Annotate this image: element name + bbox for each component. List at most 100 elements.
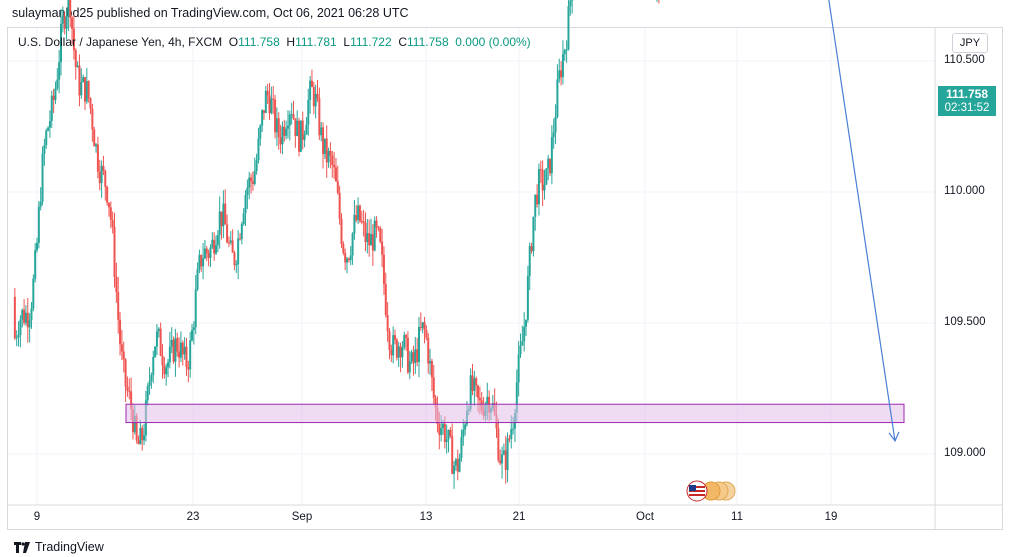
candle-body xyxy=(100,165,103,184)
candle-body xyxy=(23,309,26,323)
y-tick-label: 110.500 xyxy=(944,54,985,66)
candle-body xyxy=(111,219,114,227)
candle-body xyxy=(143,435,146,441)
candle-body xyxy=(390,349,393,356)
candle-body xyxy=(567,6,570,50)
candle-body xyxy=(429,360,432,364)
candle-body xyxy=(397,346,400,358)
candle-body xyxy=(255,160,258,172)
candle-body xyxy=(366,233,369,243)
chart-grid xyxy=(8,28,935,505)
candle-body xyxy=(346,258,349,263)
candle-body xyxy=(196,269,199,290)
last-price-value: 111.758 xyxy=(945,87,989,101)
candle-body xyxy=(30,308,33,321)
candle-body xyxy=(386,314,389,332)
candle-body xyxy=(274,99,277,133)
candle-body xyxy=(48,121,51,128)
candle-body xyxy=(451,435,454,474)
candle-body xyxy=(220,211,223,227)
candle-body xyxy=(475,378,478,386)
candle-body xyxy=(32,278,35,309)
candle-body xyxy=(327,150,330,163)
candle-body xyxy=(115,277,118,293)
candle-body xyxy=(170,339,173,347)
candle-body xyxy=(392,335,395,356)
candle-body xyxy=(325,138,328,163)
candle-body xyxy=(91,108,94,130)
candle-body xyxy=(128,390,131,392)
candle-body xyxy=(189,340,192,370)
candle-body xyxy=(277,118,280,138)
candle-body xyxy=(449,429,452,436)
candle-body xyxy=(357,205,360,221)
last-price-tag: 111.758 02:31:52 xyxy=(938,86,996,116)
candle-body xyxy=(362,221,365,223)
candle-body xyxy=(222,203,225,227)
candle-body xyxy=(198,255,201,270)
candle-body xyxy=(460,437,463,458)
candle-body xyxy=(303,134,306,140)
candle-body xyxy=(37,206,40,243)
currency-button[interactable]: JPY xyxy=(952,33,988,53)
ohlc-values: O111.758 H111.781 L111.722 C111.758 0.00… xyxy=(228,35,531,49)
candle-body xyxy=(226,224,229,243)
candle-body xyxy=(181,342,184,355)
candle-body xyxy=(13,296,16,339)
candle-body xyxy=(530,246,533,252)
candle-body xyxy=(246,187,249,195)
candle-body xyxy=(259,125,262,139)
candle-body xyxy=(314,93,317,107)
candle-body xyxy=(275,118,278,133)
candle-body xyxy=(375,220,378,228)
candle-body xyxy=(536,194,539,205)
symbol-legend: U.S. Dollar / Japanese Yen, 4h, FXCM O11… xyxy=(18,35,531,49)
x-tick-label: Sep xyxy=(291,511,313,523)
candle-body xyxy=(554,117,557,133)
candle-body xyxy=(45,130,48,146)
candle-body xyxy=(453,465,456,474)
candle-body xyxy=(425,329,428,338)
candle-body xyxy=(72,28,75,51)
candle-body xyxy=(272,98,275,100)
candle-body xyxy=(203,248,206,259)
candle-body xyxy=(543,184,546,191)
candle-body xyxy=(340,218,343,244)
candle-body xyxy=(152,356,155,376)
candle-body xyxy=(501,454,504,464)
candle-body xyxy=(432,377,435,398)
candle-body xyxy=(364,222,367,243)
candle-body xyxy=(98,171,101,184)
candle-body xyxy=(113,226,116,278)
candle-body xyxy=(353,214,356,234)
candle-body xyxy=(290,114,293,116)
candle-body xyxy=(405,335,408,338)
candle-body xyxy=(279,137,282,145)
candle-body xyxy=(550,136,553,174)
candle-body xyxy=(312,86,315,107)
candle-body xyxy=(61,16,64,24)
candle-body xyxy=(229,240,232,243)
candle-body xyxy=(427,337,430,364)
chart-frame xyxy=(7,27,1003,530)
tradingview-footer[interactable]: TradingView xyxy=(14,540,104,554)
x-tick-label: Oct xyxy=(636,511,654,523)
candle-body xyxy=(148,381,151,386)
candle-body xyxy=(218,211,221,235)
candle-body xyxy=(469,375,472,410)
footer-brand: TradingView xyxy=(35,540,104,554)
candle-body xyxy=(137,440,140,445)
candle-body xyxy=(15,337,18,339)
candle-body xyxy=(83,77,86,102)
candle-body xyxy=(309,80,312,100)
candle-body xyxy=(242,213,245,225)
candle-body xyxy=(499,460,502,464)
candle-body xyxy=(17,335,20,338)
candle-body xyxy=(556,79,559,118)
candle-body xyxy=(41,153,44,202)
candle-body xyxy=(318,98,321,136)
candle-body xyxy=(504,450,507,470)
economic-events-icon[interactable] xyxy=(686,480,738,502)
candle-body xyxy=(486,396,489,405)
candle-body xyxy=(172,339,175,362)
